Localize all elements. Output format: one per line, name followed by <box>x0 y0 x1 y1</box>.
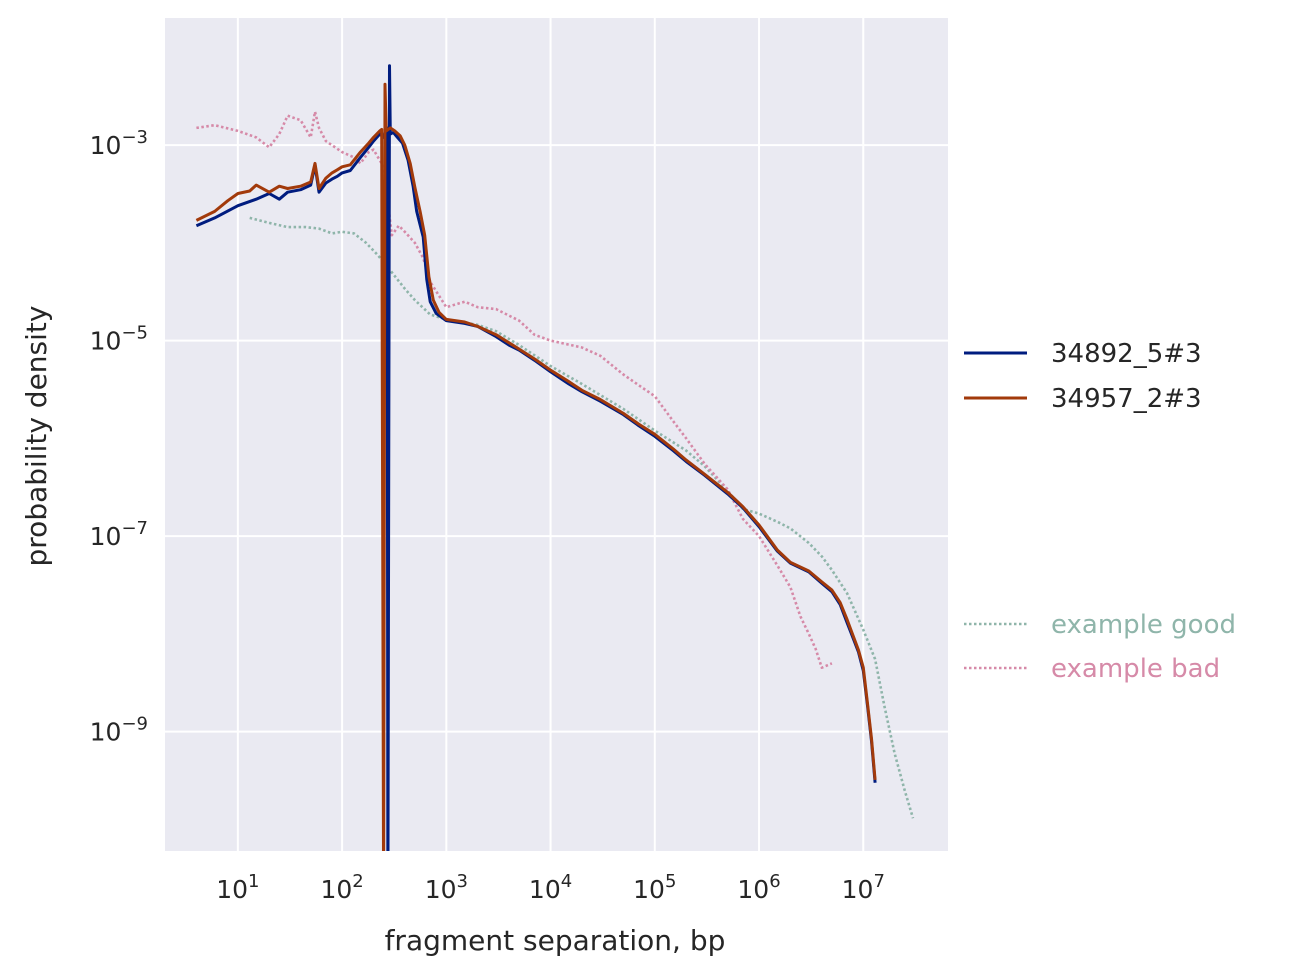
series-layer <box>195 64 915 851</box>
legend-label: 34957_2#3 <box>1051 384 1202 414</box>
x-tick-label: 101 <box>216 871 259 904</box>
series-line-3 <box>249 216 915 819</box>
y-tick-label: 10−5 <box>90 323 148 356</box>
x-tick-label: 103 <box>425 871 468 904</box>
x-tick-label: 106 <box>737 871 780 904</box>
legend-label: example good <box>1051 610 1236 640</box>
x-tick-labels: 101 102 103 104 105 106 107 <box>216 871 885 904</box>
x-tick-label: 107 <box>842 871 885 904</box>
legend-label: example bad <box>1051 654 1220 684</box>
x-tick-label: 105 <box>633 871 676 904</box>
y-tick-label: 10−9 <box>90 714 148 747</box>
x-tick-label: 104 <box>529 871 572 904</box>
x-tick-label: 102 <box>320 871 363 904</box>
y-tick-label: 10−3 <box>90 127 148 160</box>
x-axis-label: fragment separation, bp <box>385 924 726 957</box>
y-tick-labels: 10−3 10−5 10−7 10−9 <box>90 127 148 746</box>
y-tick-label: 10−7 <box>90 518 148 551</box>
plot-background <box>165 18 948 851</box>
y-axis-label: probability density <box>20 306 53 567</box>
series-line-2 <box>195 82 877 851</box>
series-line-4 <box>196 110 833 669</box>
legend-label: 34892_5#3 <box>1051 339 1202 369</box>
